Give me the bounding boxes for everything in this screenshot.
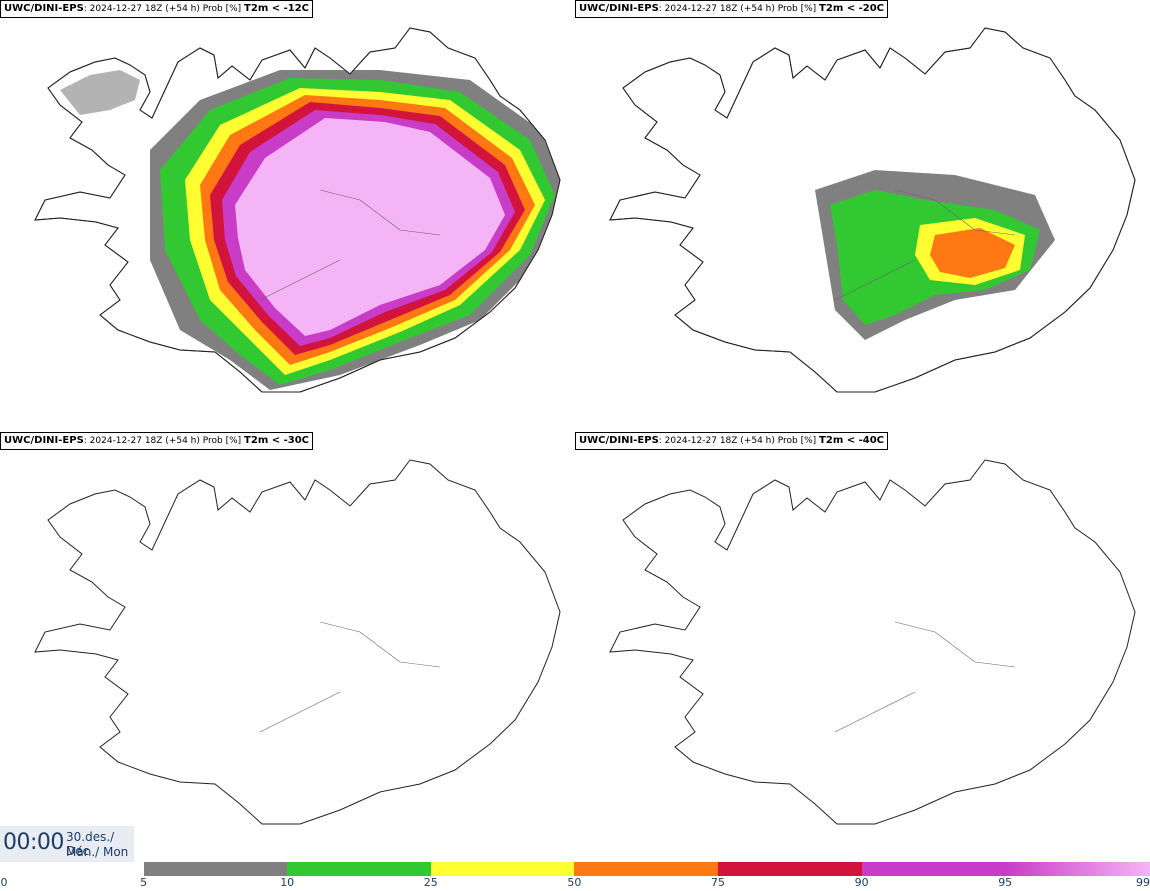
colorbar-segment: [1005, 862, 1150, 876]
valid-weekday: Mán./ Mon: [66, 845, 129, 859]
colorbar-tick-label: 90: [854, 876, 869, 889]
valid-date: 30.des./ Dec: [66, 830, 115, 858]
map-canvas: [609, 459, 1136, 825]
colorbar-segment: [287, 862, 432, 876]
probability-field: [60, 70, 560, 390]
threshold-label: T2m < -20C: [819, 3, 884, 14]
panel-header: UWC/DINI-EPS: 2024-12-27 18Z (+54 h) Pro…: [575, 432, 888, 450]
probability-field: [815, 170, 1055, 340]
colorbar-tick-label: 95: [998, 876, 1013, 889]
map-canvas: [34, 459, 561, 825]
threshold-label: T2m < -40C: [819, 435, 884, 446]
threshold-label: T2m < -30C: [244, 435, 309, 446]
colorbar-tick-label: 25: [423, 876, 438, 889]
map-panel-t2m-minus-12: UWC/DINI-EPS: 2024-12-27 18Z (+54 h) Pro…: [0, 0, 575, 430]
colorbar-tick-label: 0: [0, 876, 8, 889]
map-canvas: [609, 27, 1136, 393]
map-canvas: [34, 27, 561, 393]
colorbar-segment: [861, 862, 1007, 876]
panel-header: UWC/DINI-EPS: 2024-12-27 18Z (+54 h) Pro…: [575, 0, 888, 18]
colorbar-tick-label: 75: [711, 876, 725, 889]
colorbar-tick-label: 10: [280, 876, 295, 889]
colorbar-tick-label: 5: [140, 876, 148, 889]
run-info: : 2024-12-27 18Z (+54 h) Prob [%]: [658, 4, 817, 14]
run-info: : 2024-12-27 18Z (+54 h) Prob [%]: [83, 4, 242, 14]
model-name: UWC/DINI-EPS: [4, 435, 84, 446]
map-panel-t2m-minus-30: UWC/DINI-EPS: 2024-12-27 18Z (+54 h) Pro…: [0, 432, 575, 862]
colorbar-segment: [718, 862, 863, 876]
panel-header: UWC/DINI-EPS: 2024-12-27 18Z (+54 h) Pro…: [0, 432, 313, 450]
map-panel-t2m-minus-20: UWC/DINI-EPS: 2024-12-27 18Z (+54 h) Pro…: [575, 0, 1150, 430]
run-info: : 2024-12-27 18Z (+54 h) Prob [%]: [658, 436, 817, 446]
colorbar-tick-label: 50: [567, 876, 582, 889]
run-info: : 2024-12-27 18Z (+54 h) Prob [%]: [83, 436, 242, 446]
colorbar-segment: [143, 862, 289, 876]
model-name: UWC/DINI-EPS: [4, 3, 84, 14]
model-name: UWC/DINI-EPS: [579, 435, 659, 446]
panel-header: UWC/DINI-EPS: 2024-12-27 18Z (+54 h) Pro…: [0, 0, 313, 18]
colorbar-segment: [0, 862, 145, 876]
model-name: UWC/DINI-EPS: [579, 3, 659, 14]
colorbar-segment: [430, 862, 576, 876]
valid-time: 00:00: [3, 830, 64, 855]
colorbar-segment: [574, 862, 719, 876]
colorbar-tick-label: 99: [1136, 876, 1150, 889]
threshold-label: T2m < -12C: [244, 3, 309, 14]
valid-time-box: 00:00 30.des./ Dec Mán./ Mon: [0, 826, 134, 862]
map-panel-t2m-minus-40: UWC/DINI-EPS: 2024-12-27 18Z (+54 h) Pro…: [575, 432, 1150, 862]
